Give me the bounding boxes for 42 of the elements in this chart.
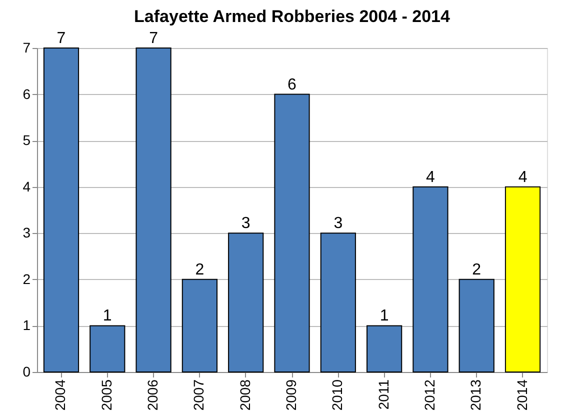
bar [412,186,448,372]
y-tick-label: 7 [22,40,31,56]
x-tick-label: 2007 [190,379,207,411]
data-label: 1 [102,308,112,325]
x-tick-label: 2011 [375,379,392,410]
bar [320,232,356,372]
x-tick-label: 2014 [514,379,530,411]
y-tick-label: 1 [22,317,31,334]
bar [136,48,172,372]
chart-title: Lafayette Armed Robberies 2004 - 2014 [134,7,450,26]
data-label: 4 [426,168,436,186]
bar [366,325,402,372]
data-label: 7 [149,30,158,47]
y-tick-label: 4 [22,178,31,194]
x-tick-label: 2009 [283,379,299,411]
bar [228,232,264,372]
x-tick-label: 2010 [329,379,346,411]
data-label: 1 [380,308,389,325]
y-tick-label: 2 [22,270,31,287]
bar [504,186,541,372]
data-label: 2 [472,261,482,278]
data-label: 6 [288,76,297,94]
bar [458,278,494,372]
bar [182,278,218,372]
x-tick-label: 2012 [421,379,438,411]
bar [274,94,310,372]
x-tick-label: 2008 [236,379,253,411]
bar [43,48,80,372]
data-label: 3 [334,215,343,232]
x-tick-label: 2006 [144,379,161,411]
data-label: 7 [56,30,66,47]
y-tick-label: 6 [22,86,31,102]
data-label: 3 [241,215,250,232]
data-label: 2 [195,261,204,278]
data-label: 4 [518,168,528,186]
x-tick-label: 2005 [98,379,114,411]
y-tick-label: 0 [22,364,31,380]
x-tick-label: 2004 [52,379,68,411]
y-tick-label: 5 [22,132,31,148]
x-tick-label: 2013 [468,379,484,411]
bar [90,325,126,372]
y-tick-label: 3 [22,224,31,241]
